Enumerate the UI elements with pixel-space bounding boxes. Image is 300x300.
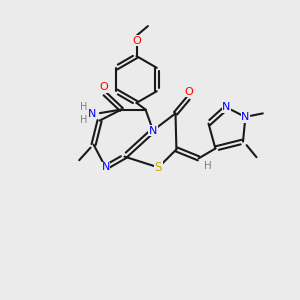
Text: O: O: [184, 87, 193, 97]
Text: H: H: [80, 115, 87, 125]
Text: N: N: [149, 125, 157, 136]
Text: N: N: [101, 162, 110, 172]
Text: N: N: [222, 102, 231, 112]
Text: N: N: [88, 109, 97, 119]
Text: O: O: [132, 36, 141, 46]
Text: S: S: [155, 161, 162, 174]
Text: H: H: [80, 101, 87, 112]
Text: O: O: [99, 82, 108, 92]
Text: H: H: [204, 161, 212, 171]
Text: N: N: [241, 112, 250, 122]
